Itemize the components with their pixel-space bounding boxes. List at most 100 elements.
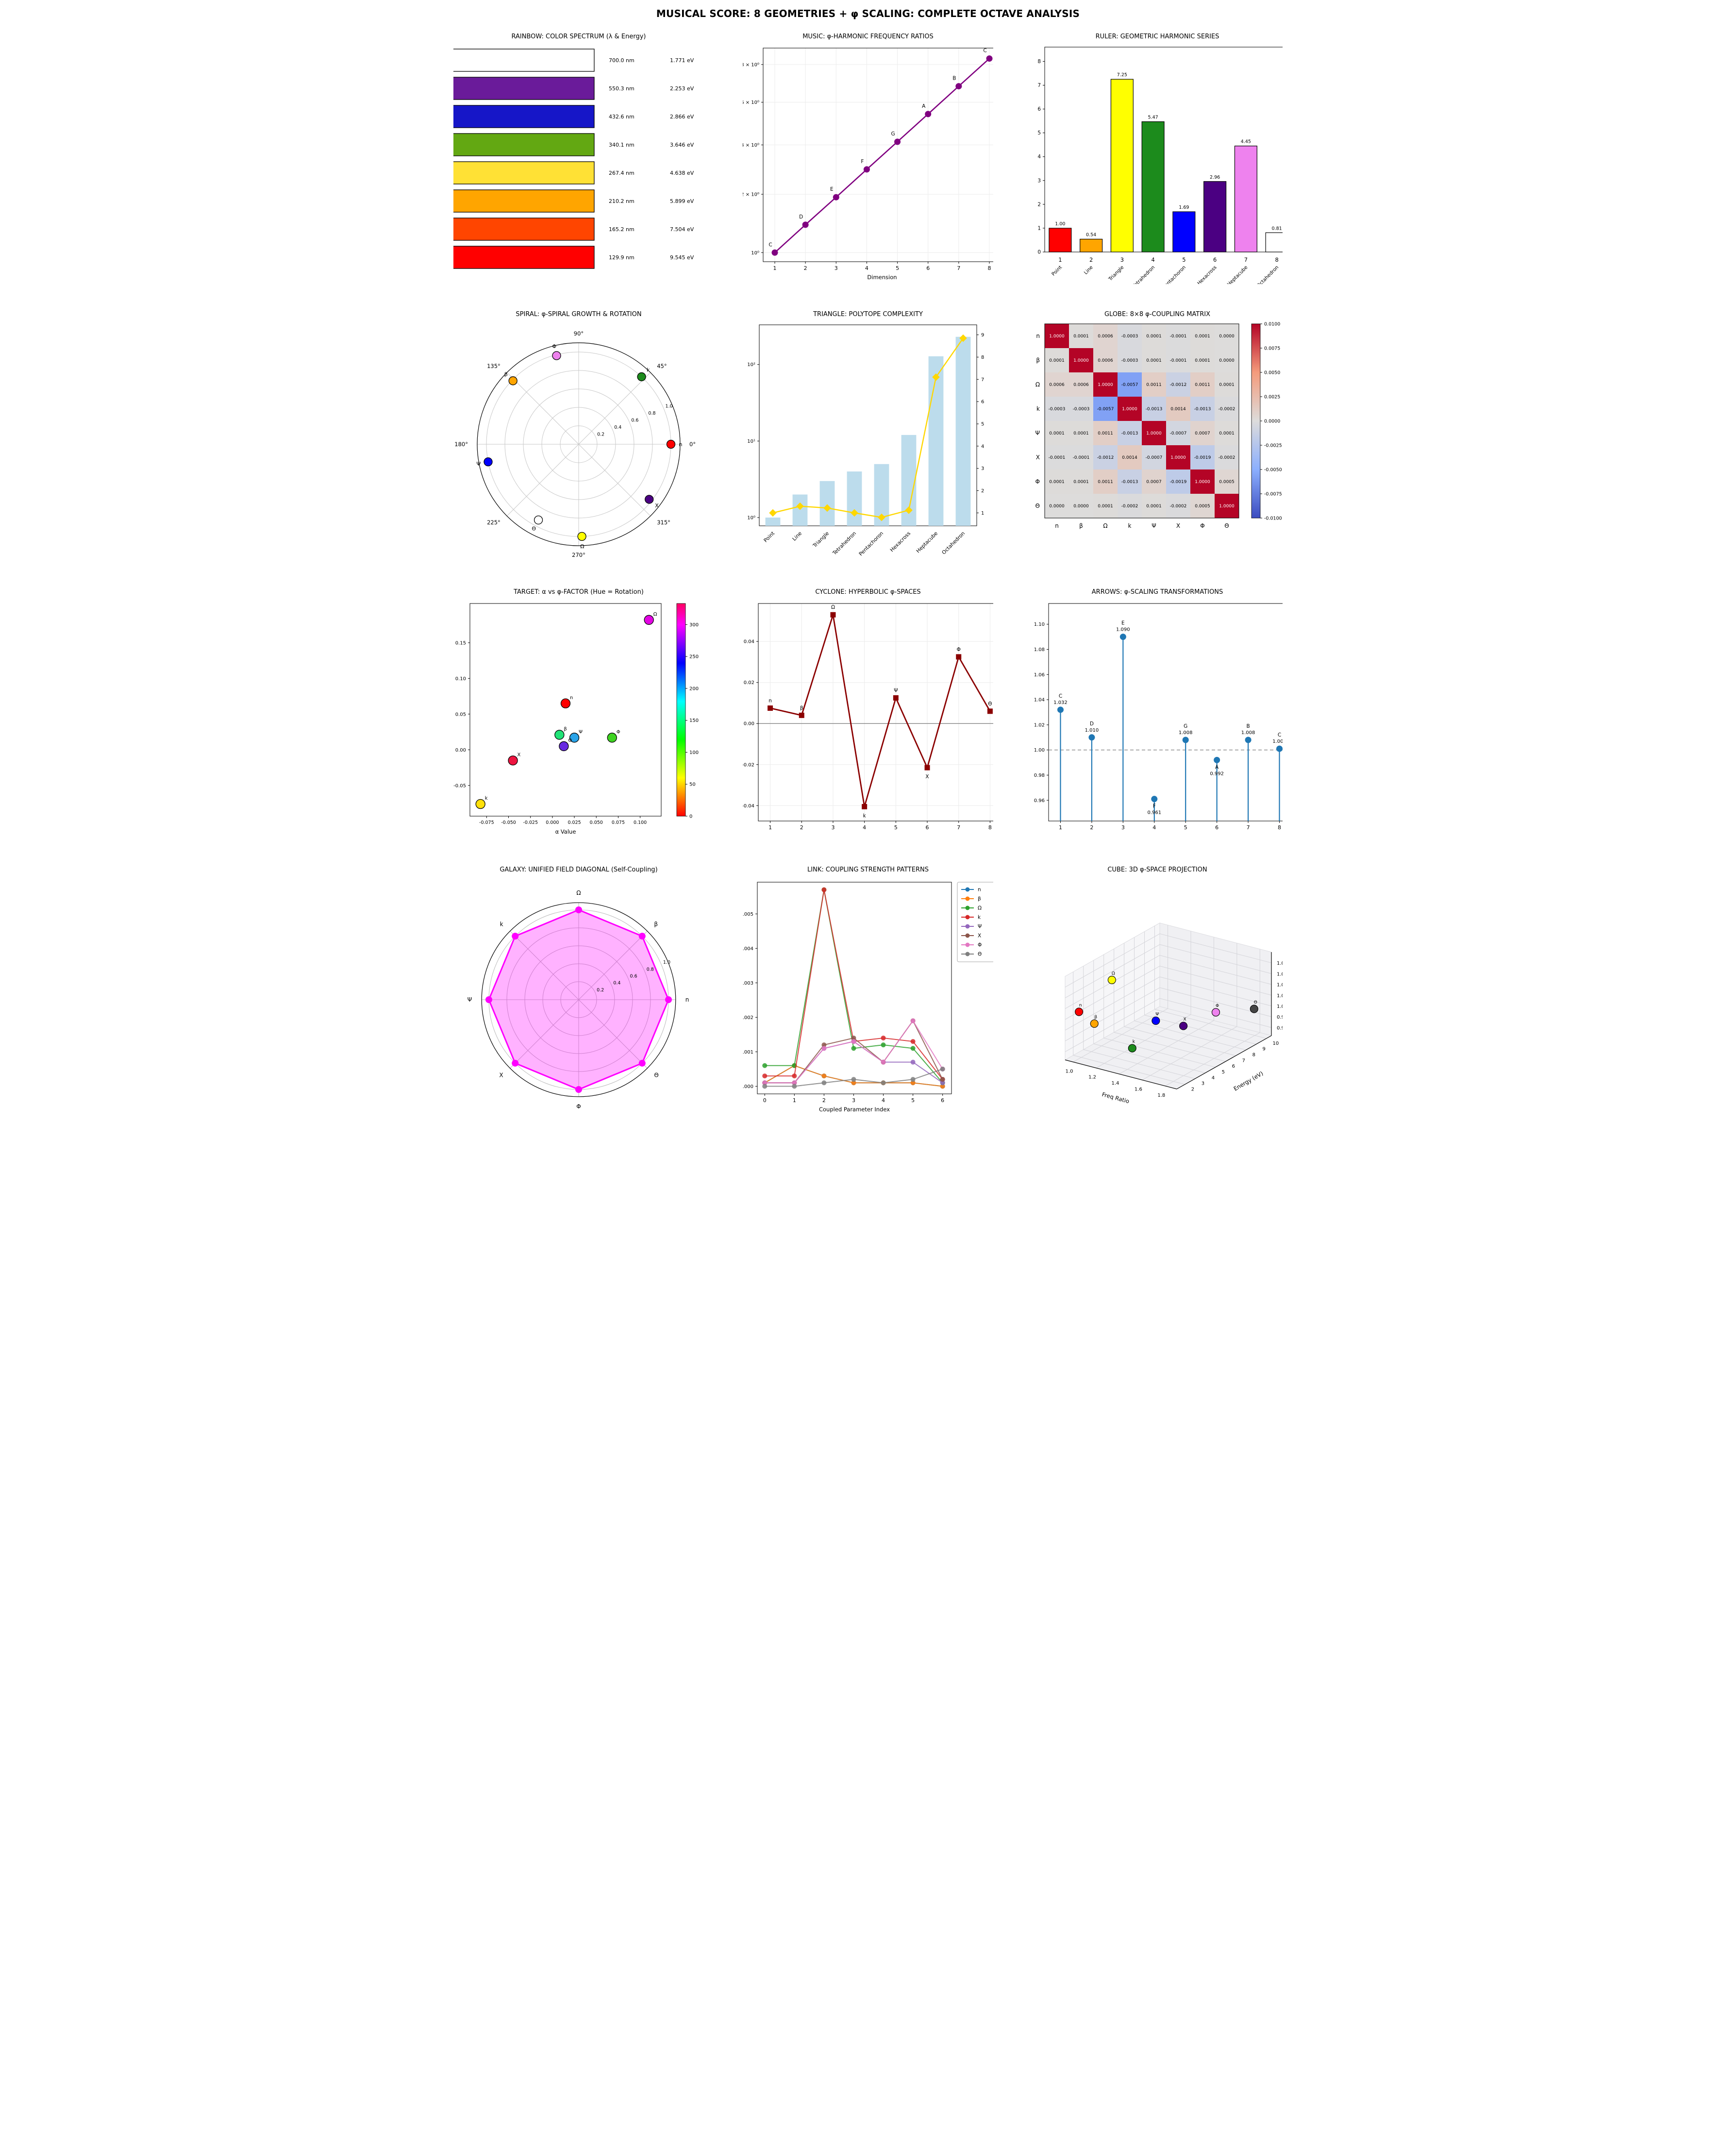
svg-text:β: β xyxy=(1079,522,1083,529)
cube-chart: 1.0 1.2 1.4 1.6 1.8 2 3 4 5 6 7 8 9 10 0.96 0.98 1.00 1.0… xyxy=(1064,922,1283,1105)
svg-text:1.2: 1.2 xyxy=(1088,1075,1096,1080)
svg-text:7: 7 xyxy=(1037,83,1041,88)
svg-text:X: X xyxy=(655,503,659,509)
svg-text:1.0000: 1.0000 xyxy=(1219,504,1235,509)
svg-text:0.0006: 0.0006 xyxy=(1049,383,1065,387)
svg-text:X: X xyxy=(1176,522,1180,529)
svg-text:1.10: 1.10 xyxy=(1034,622,1045,627)
svg-text:Θ: Θ xyxy=(978,952,982,957)
svg-text:8: 8 xyxy=(1037,59,1041,65)
svg-text:C: C xyxy=(983,48,986,54)
svg-text:Tetrahedron: Tetrahedron xyxy=(831,531,857,557)
svg-text:5: 5 xyxy=(894,824,898,831)
svg-text:2.866 eV: 2.866 eV xyxy=(670,114,694,120)
svg-text:Coupled Parameter Index: Coupled Parameter Index xyxy=(819,1106,890,1113)
svg-text:10⁰: 10⁰ xyxy=(747,515,755,520)
svg-text:0.001: 0.001 xyxy=(743,1050,753,1055)
svg-text:Φ: Φ xyxy=(978,942,982,948)
svg-text:Ψ: Ψ xyxy=(1155,1012,1159,1017)
svg-text:1.2 × 10⁰: 1.2 × 10⁰ xyxy=(743,192,759,198)
svg-text:0.0001: 0.0001 xyxy=(1146,334,1162,339)
svg-text:0.00: 0.00 xyxy=(455,748,466,753)
svg-text:Ψ: Ψ xyxy=(894,687,898,693)
triangle-chart: 10⁰ 10¹ 10² 1 2 3 4 5 6 7 8 9 Point Line Triangle Tetra… xyxy=(747,324,984,557)
svg-text:5: 5 xyxy=(911,1097,915,1104)
svg-text:β: β xyxy=(504,371,508,377)
svg-text:7: 7 xyxy=(1242,1058,1245,1063)
svg-text:n: n xyxy=(570,695,573,701)
svg-text:Heptacube: Heptacube xyxy=(1226,265,1249,284)
svg-text:0.8: 0.8 xyxy=(647,967,654,972)
svg-text:5: 5 xyxy=(981,422,984,427)
svg-text:1: 1 xyxy=(773,265,776,271)
svg-text:0.15: 0.15 xyxy=(455,640,466,646)
panel-target: TARGET: α vs φ-FACTOR (Hue = Rotation) -… xyxy=(453,584,704,846)
svg-text:1.6: 1.6 xyxy=(1135,1087,1142,1092)
svg-text:-0.0019: -0.0019 xyxy=(1170,480,1187,485)
svg-text:2: 2 xyxy=(800,824,803,831)
svg-text:0.0014: 0.0014 xyxy=(1170,407,1186,412)
svg-text:1.010: 1.010 xyxy=(1085,728,1099,733)
svg-text:0.0001: 0.0001 xyxy=(1195,334,1210,339)
svg-text:1.0: 1.0 xyxy=(663,960,670,965)
svg-text:-0.0019: -0.0019 xyxy=(1194,455,1211,460)
svg-text:Θ: Θ xyxy=(988,701,992,707)
svg-text:0.0011: 0.0011 xyxy=(1098,480,1113,485)
svg-text:2: 2 xyxy=(822,1097,826,1104)
panel-link: LINK: COUPLING STRENGTH PATTERNS 0 1 2 3 4 5 6… xyxy=(743,861,993,1123)
svg-text:Pentachoron: Pentachoron xyxy=(1162,265,1187,284)
svg-text:k: k xyxy=(863,813,867,819)
svg-text:0.0000: 0.0000 xyxy=(1264,419,1280,424)
svg-text:8: 8 xyxy=(1278,824,1281,831)
svg-text:-0.0003: -0.0003 xyxy=(1121,334,1138,339)
svg-text:-0.0003: -0.0003 xyxy=(1049,407,1066,412)
svg-text:315°: 315° xyxy=(657,519,670,526)
svg-text:250: 250 xyxy=(689,654,699,660)
svg-text:0.0050: 0.0050 xyxy=(1264,370,1280,376)
svg-text:5.47: 5.47 xyxy=(1148,115,1158,120)
svg-text:0.0000: 0.0000 xyxy=(1073,504,1089,509)
svg-text:-0.04: -0.04 xyxy=(743,804,754,809)
svg-text:-0.0013: -0.0013 xyxy=(1121,431,1138,436)
svg-text:7.504 eV: 7.504 eV xyxy=(670,226,694,233)
svg-text:0.0001: 0.0001 xyxy=(1049,480,1065,485)
svg-text:1: 1 xyxy=(1037,225,1041,231)
svg-text:0.100: 0.100 xyxy=(634,820,647,825)
panel-globe: GLOBE: 8×8 φ-COUPLING MATRIX 1.0000 0.000… xyxy=(1032,306,1283,568)
svg-text:150: 150 xyxy=(689,718,699,723)
svg-text:-0.0057: -0.0057 xyxy=(1121,383,1138,387)
svg-text:0.2: 0.2 xyxy=(597,432,604,437)
panel-title-cube: CUBE: 3D φ-SPACE PROJECTION xyxy=(1107,866,1207,873)
svg-text:A: A xyxy=(1215,764,1219,770)
svg-text:X: X xyxy=(978,933,981,939)
panel-arrows: ARROWS: φ-SCALING TRANSFORMATIONS 1 2 3 4 5 6… xyxy=(1032,584,1283,846)
svg-text:4: 4 xyxy=(863,824,866,831)
svg-text:0.000: 0.000 xyxy=(546,820,559,825)
svg-text:1.0000: 1.0000 xyxy=(1098,383,1113,387)
svg-text:G: G xyxy=(1184,723,1187,729)
svg-text:0.0001: 0.0001 xyxy=(1219,383,1235,387)
svg-text:129.9 nm: 129.9 nm xyxy=(609,254,634,261)
panel-title-arrows: ARROWS: φ-SCALING TRANSFORMATIONS xyxy=(1091,588,1223,596)
svg-text:X: X xyxy=(1184,1017,1186,1022)
svg-text:0.4: 0.4 xyxy=(613,981,620,986)
svg-text:1.00: 1.00 xyxy=(1034,748,1045,753)
svg-text:0: 0 xyxy=(1037,250,1041,255)
svg-text:1.0000: 1.0000 xyxy=(1170,455,1186,460)
svg-text:n: n xyxy=(978,887,981,893)
svg-text:0.992: 0.992 xyxy=(1210,771,1224,776)
svg-text:0.0000: 0.0000 xyxy=(1219,334,1235,339)
svg-text:6: 6 xyxy=(941,1097,944,1104)
svg-text:-0.0050: -0.0050 xyxy=(1264,468,1282,473)
svg-text:Hexacross: Hexacross xyxy=(889,531,912,553)
svg-text:2: 2 xyxy=(981,488,984,494)
svg-text:0.0006: 0.0006 xyxy=(1098,358,1113,363)
svg-text:3: 3 xyxy=(852,1097,855,1104)
svg-text:7.25: 7.25 xyxy=(1117,72,1127,78)
svg-text:1.0: 1.0 xyxy=(666,403,673,409)
svg-text:0.0075: 0.0075 xyxy=(1264,346,1280,352)
svg-text:0.050: 0.050 xyxy=(590,820,603,825)
svg-text:-0.025: -0.025 xyxy=(523,820,538,825)
svg-text:0.04: 0.04 xyxy=(744,639,754,645)
svg-text:D: D xyxy=(799,214,803,220)
